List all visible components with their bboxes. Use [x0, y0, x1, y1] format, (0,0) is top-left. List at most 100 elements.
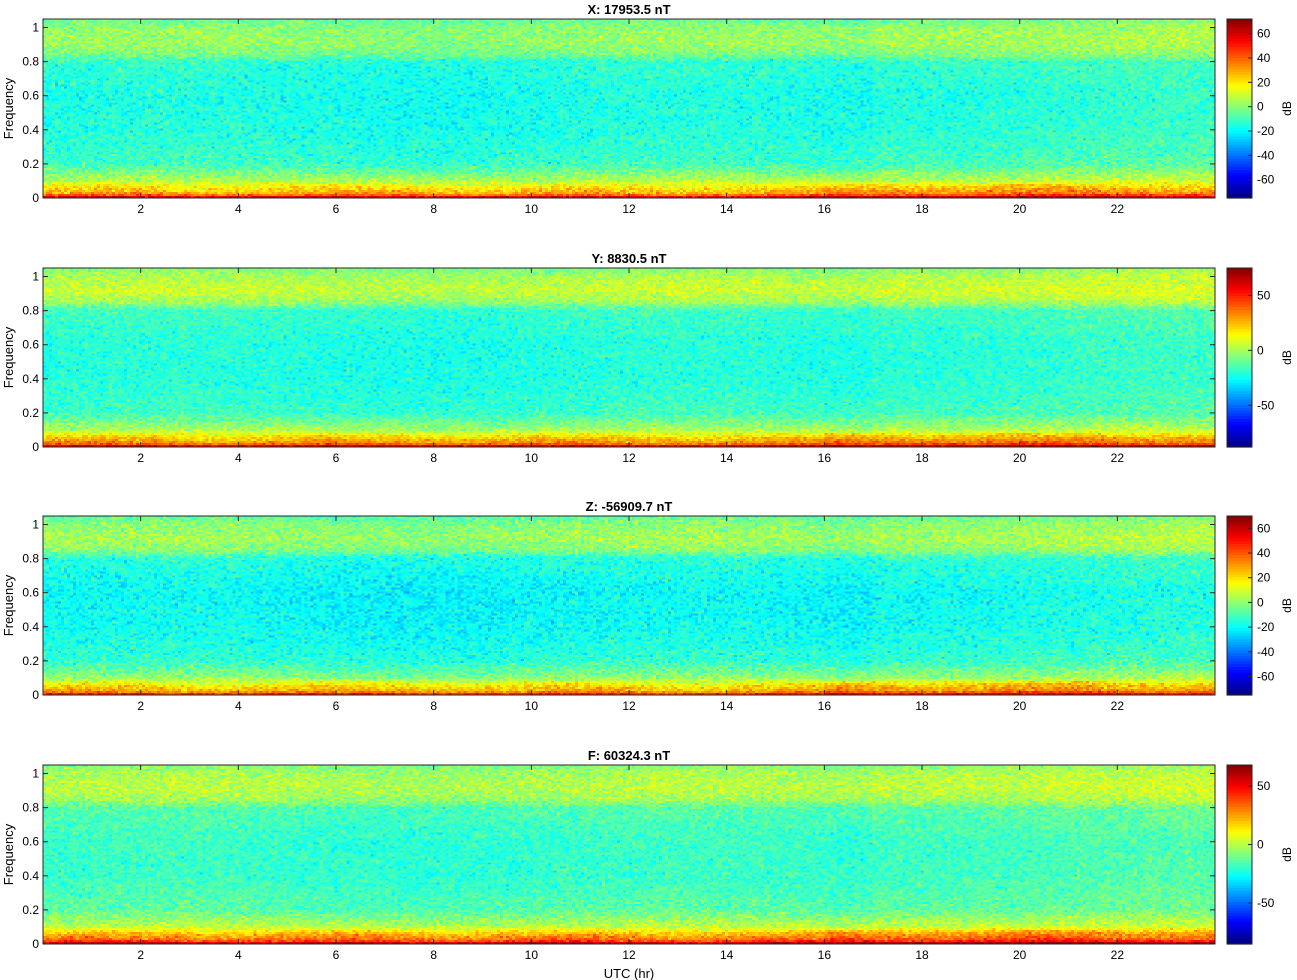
colorbar-segment: [1227, 636, 1252, 640]
colorbar-segment: [1227, 41, 1252, 45]
y-axis-label: Frequency: [1, 823, 16, 885]
colorbar-segment: [1227, 862, 1252, 867]
colorbar-segment: [1227, 784, 1252, 788]
colorbar-segment: [1227, 907, 1252, 912]
colorbar-tick-label: 40: [1257, 51, 1271, 65]
colorbar-segment: [1227, 829, 1252, 833]
colorbar-segment: [1227, 102, 1252, 107]
colorbar-segment: [1227, 653, 1252, 657]
colorbar-segment: [1227, 518, 1252, 523]
colorbar-segment: [1227, 644, 1252, 649]
colorbar-segment: [1227, 441, 1252, 445]
colorbar-segment: [1227, 77, 1252, 82]
y-tick-label: 0: [32, 191, 39, 205]
colorbar-segment: [1227, 871, 1252, 875]
colorbar-segment: [1227, 538, 1252, 542]
colorbar-segment: [1227, 270, 1252, 275]
colorbar-segment: [1227, 119, 1252, 124]
colorbar-segment: [1227, 574, 1252, 579]
colorbar-segment: [1227, 594, 1252, 598]
colorbar-segment: [1227, 585, 1252, 590]
colorbar-segment: [1227, 639, 1252, 643]
spectrogram-panel: 2 4 6 8 10 12 14 16 18 20 22 0 0.2 0.4 0.6 0.8 1 F: 60324…: [1, 748, 1294, 980]
colorbar-segment: [1227, 419, 1252, 423]
colorbar-segment: [1227, 893, 1252, 898]
colorbar-segment: [1227, 24, 1252, 28]
colorbar-segment: [1227, 290, 1252, 294]
x-tick-label: 18: [915, 451, 929, 465]
colorbar-segment: [1227, 616, 1252, 621]
colorbar-segment: [1227, 633, 1252, 637]
colorbar-segment: [1227, 885, 1252, 889]
colorbar-segment: [1227, 916, 1252, 920]
colorbar-segment: [1227, 535, 1252, 539]
colorbar-segment: [1227, 776, 1252, 780]
colorbar-segment: [1227, 627, 1252, 632]
colorbar-segment: [1227, 527, 1252, 531]
colorbar-segment: [1227, 49, 1252, 54]
colorbar-segment: [1227, 402, 1252, 406]
colorbar-segment: [1227, 430, 1252, 434]
colorbar-segment: [1227, 379, 1252, 384]
colorbar-tick-label: 20: [1257, 75, 1271, 89]
y-tick-label: 0.6: [22, 89, 39, 103]
colorbar-segment: [1227, 560, 1252, 565]
panel-title: F: 60324.3 nT: [588, 748, 670, 763]
colorbar-segment: [1227, 773, 1252, 777]
colorbar-segment: [1227, 116, 1252, 121]
colorbar-segment: [1227, 812, 1252, 816]
x-tick-label: 22: [1111, 948, 1125, 962]
colorbar-segment: [1227, 630, 1252, 635]
colorbar-segment: [1227, 416, 1252, 420]
x-tick-label: 2: [137, 699, 144, 713]
colorbar-tick-label: 50: [1257, 288, 1271, 302]
x-axis-label: UTC (hr): [604, 966, 655, 980]
x-tick-label: 12: [622, 699, 636, 713]
colorbar-segment: [1227, 405, 1252, 409]
colorbar-segment: [1227, 44, 1252, 48]
colorbar-segment: [1227, 276, 1252, 280]
colorbar-segment: [1227, 577, 1252, 581]
colorbar-segment: [1227, 88, 1252, 93]
colorbar-segment: [1227, 323, 1252, 328]
colorbar-segment: [1227, 66, 1252, 70]
colorbar-segment: [1227, 516, 1252, 520]
colorbar-segment: [1227, 136, 1252, 140]
y-tick-label: 0.4: [22, 620, 39, 634]
colorbar-segment: [1227, 804, 1252, 808]
x-tick-label: 10: [525, 202, 539, 216]
colorbar-segment: [1227, 930, 1252, 934]
colorbar-segment: [1227, 832, 1252, 836]
colorbar-segment: [1227, 108, 1252, 112]
colorbar-segment: [1227, 669, 1252, 674]
colorbar-segment: [1227, 156, 1252, 160]
colorbar-segment: [1227, 647, 1252, 651]
y-tick-label: 0.8: [22, 801, 39, 815]
colorbar-segment: [1227, 421, 1252, 426]
colorbar-segment: [1227, 329, 1252, 333]
y-tick-label: 0.4: [22, 123, 39, 137]
x-tick-label: 6: [333, 451, 340, 465]
x-tick-label: 8: [430, 451, 437, 465]
colorbar-segment: [1227, 818, 1252, 822]
colorbar-segment: [1227, 268, 1252, 272]
colorbar-segment: [1227, 549, 1252, 553]
colorbar-segment: [1227, 792, 1252, 797]
colorbar-tick-label: -40: [1257, 148, 1275, 162]
colorbar-segment: [1227, 438, 1252, 443]
colorbar-segment: [1227, 675, 1252, 679]
colorbar-segment: [1227, 105, 1252, 110]
colorbar-segment: [1227, 192, 1252, 196]
colorbar-segment: [1227, 309, 1252, 314]
colorbar-segment: [1227, 778, 1252, 783]
colorbar-segment: [1227, 315, 1252, 319]
colorbar-segment: [1227, 80, 1252, 84]
x-tick-label: 4: [235, 202, 242, 216]
colorbar-segment: [1227, 346, 1252, 350]
colorbar-segment: [1227, 546, 1252, 551]
colorbar-segment: [1227, 935, 1252, 940]
colorbar-segment: [1227, 178, 1252, 182]
y-tick-label: 0.6: [22, 586, 39, 600]
colorbar-segment: [1227, 529, 1252, 534]
y-tick-label: 0: [32, 937, 39, 951]
